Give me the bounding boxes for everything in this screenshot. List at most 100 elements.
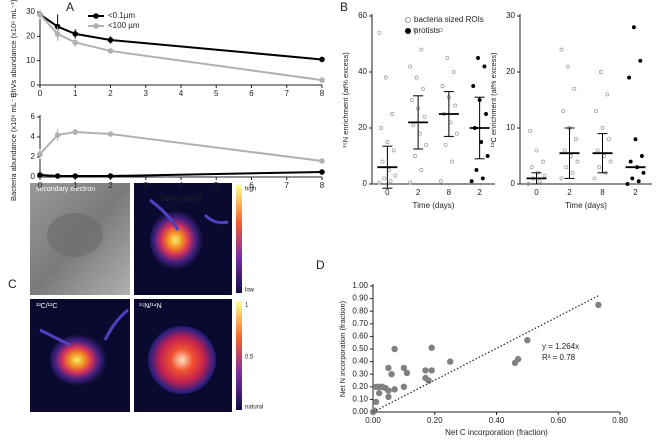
y-tick-label: 2 [31,152,36,161]
x-tick-label: 8 [320,181,325,190]
data-point [428,344,435,351]
y-tick-label: 60 [358,11,367,20]
data-point [572,86,577,91]
data-point [526,182,531,186]
y-tick-label: 20 [358,123,367,132]
data-point [414,75,419,80]
data-point [605,92,610,97]
data-point [595,148,600,153]
y-tick-label: 40 [358,67,367,76]
x-tick-label: 2 [633,188,638,197]
data-point [446,358,454,365]
x-tick-label: 0.40 [489,416,505,425]
image-label: secondary electron [36,186,95,193]
y-tick-label: 0.60 [352,332,368,341]
data-point [453,103,458,108]
image-detail [149,198,229,231]
data-point [482,64,487,69]
data-point [411,123,416,128]
data-point [631,25,636,30]
y-tick-label: 0.30 [352,369,368,378]
data-point [595,301,602,309]
y-tick-label: 0 [31,172,36,181]
data-point [380,159,385,164]
data-point [375,389,383,397]
data-point [400,364,408,372]
colorbar [236,185,242,293]
marker [37,151,43,157]
data-point [537,179,542,184]
y-tick-label: 0.90 [352,294,368,303]
x-tick-label: 8 [320,89,325,98]
marker [54,31,61,37]
series-line [39,130,323,162]
marker [54,173,61,179]
x-axis-label: Time (days) [565,201,607,210]
y-tick-label: 0.40 [352,357,368,366]
data-point [476,56,480,60]
micrographs: secondary electron ¹³C/¹²C ¹⁵N/¹⁴N high … [30,183,263,412]
data-point [514,355,522,363]
data-point [608,159,613,164]
x-tick-label: 0 [38,181,43,190]
data-point [451,70,456,74]
data-point [627,75,632,80]
data-point [638,58,643,63]
x-tick-label: 2 [108,89,113,98]
data-point [385,387,392,394]
y-tick-label: 10 [506,123,515,132]
data-point [391,148,396,153]
data-point [390,112,395,116]
data-point [424,142,429,147]
data-point [565,64,570,69]
colorbar [236,301,242,410]
y-tick-label: 20 [506,67,515,76]
y-tick-label: 0.20 [352,382,368,391]
data-point [592,176,597,181]
data-point [400,383,408,390]
data-point [636,179,641,184]
data-point [575,159,580,164]
data-point [570,170,575,175]
x-tick-label: 3 [144,181,149,190]
x-tick-label: 3 [144,89,149,98]
marker [107,173,114,179]
data-point [385,364,392,372]
x-tick-label: 0.20 [427,416,443,425]
data-point [382,176,387,181]
data-point [419,47,424,52]
data-point [443,142,448,147]
data-point [422,367,429,374]
x-tick-label: 6 [249,89,254,98]
data-point [388,371,395,378]
panel-label: A [66,0,74,14]
marker [54,132,61,138]
y-tick-label: 4 [31,132,36,141]
data-point [528,128,533,133]
colorbar-label: 1 [245,303,249,309]
data-point [606,137,611,142]
x-axis-label: Net C incorporation (fraction) [445,428,548,437]
marker [107,48,114,54]
marker [107,131,114,137]
x-tick-label: 0.60 [550,416,566,425]
marker [319,158,325,164]
x-tick-label: 5 [214,89,219,98]
data-point [484,112,488,116]
x-tick-label: 8 [600,188,605,197]
x-tick-label: 0 [38,89,43,98]
legend-swatch [405,28,411,34]
data-point [438,179,443,184]
colorbar-label: 0.5 [245,355,254,361]
legend-label: bacteria sized ROIs [414,15,484,24]
data-point [420,86,425,91]
data-point [559,176,564,181]
series-line [39,13,323,61]
panel-label: B [340,0,348,14]
x-tick-label: 0 [385,188,390,197]
data-point [480,176,485,181]
x-tick-label: 7 [285,181,290,190]
data-point [379,126,383,130]
y-tick-label: 0.10 [352,395,368,404]
data-point [391,386,398,393]
